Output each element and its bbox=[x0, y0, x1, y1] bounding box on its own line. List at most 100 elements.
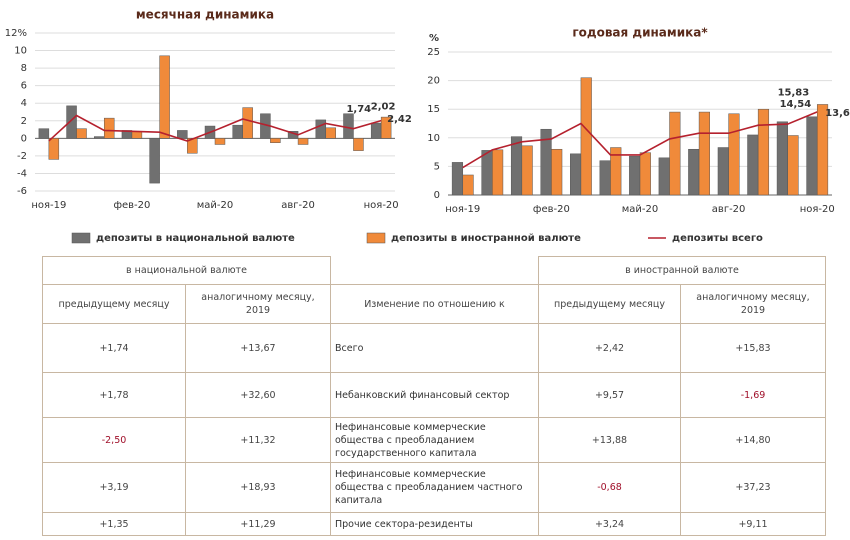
line bbox=[462, 111, 818, 169]
y-tick-label: 12% bbox=[5, 28, 27, 39]
bar bbox=[325, 127, 336, 139]
table-cell: +32,60 bbox=[185, 372, 331, 418]
bar bbox=[380, 116, 392, 139]
x-tick-label: май-20 bbox=[622, 204, 659, 215]
x-tick-label: ноя-20 bbox=[364, 200, 399, 211]
bar bbox=[242, 107, 253, 139]
table-cell: +9,11 bbox=[680, 512, 826, 536]
value-label: 15,83 bbox=[778, 87, 810, 98]
y-tick-label: 15 bbox=[427, 104, 440, 115]
y-tick-label: 6 bbox=[21, 81, 27, 92]
table-cell: -2,50 bbox=[42, 417, 186, 463]
x-tick-label: май-20 bbox=[197, 200, 234, 211]
y-tick-label: -6 bbox=[17, 186, 27, 197]
column-header: аналогичному месяцу, 2019 bbox=[680, 284, 826, 324]
y-tick-label: -2 bbox=[17, 151, 27, 162]
bar bbox=[688, 148, 700, 196]
y-axis-label: % bbox=[429, 33, 439, 44]
bar bbox=[66, 105, 77, 139]
table-row: +1,35 +11,29 Прочие сектора-резиденты +3,24… bbox=[42, 512, 826, 536]
table-cell bbox=[331, 257, 539, 285]
bar bbox=[551, 148, 563, 196]
table-row: в национальной валюте в иностранной валют… bbox=[42, 256, 826, 285]
bar bbox=[570, 153, 582, 196]
value-label: 1,74 bbox=[346, 104, 371, 115]
bar bbox=[639, 152, 651, 196]
table-cell: +11,32 bbox=[185, 417, 331, 463]
group-header: в национальной валюте bbox=[42, 256, 331, 285]
bar bbox=[76, 128, 87, 139]
column-header: Изменение по отношению к bbox=[330, 284, 539, 324]
bar bbox=[658, 157, 670, 196]
bar bbox=[462, 174, 474, 196]
bar bbox=[149, 138, 160, 184]
table-row: предыдущему месяцу аналогичному месяцу, 2… bbox=[42, 284, 826, 324]
table-cell: +2,42 bbox=[538, 323, 681, 373]
bar bbox=[669, 111, 681, 196]
value-label: 14,54 bbox=[780, 99, 812, 110]
table-cell: -0,68 bbox=[538, 462, 681, 513]
table-row: +3,19 +18,93 Нефинансовые коммерческие общ… bbox=[42, 462, 826, 513]
legend-label: депозиты в иностранной валюте bbox=[391, 233, 581, 244]
line bbox=[48, 114, 382, 142]
bar bbox=[492, 149, 504, 196]
bar bbox=[787, 135, 799, 196]
y-tick-label: 2 bbox=[21, 116, 27, 127]
table-row: +1,74 +13,67 Всего +2,42 +15,83 bbox=[42, 323, 826, 373]
table-cell: +1,74 bbox=[42, 323, 186, 373]
y-tick-label: -4 bbox=[17, 168, 27, 179]
bar bbox=[315, 119, 327, 139]
chart-title: годовая динамика* bbox=[572, 26, 708, 40]
y-tick-label: 0 bbox=[21, 133, 27, 144]
table-cell: +11,29 bbox=[185, 512, 331, 536]
column-header: предыдущему месяцу bbox=[42, 284, 186, 324]
bar bbox=[698, 111, 710, 196]
x-tick-label: фев-20 bbox=[113, 200, 150, 211]
bar bbox=[214, 138, 226, 145]
bar bbox=[510, 136, 523, 196]
table-cell: Нефинансовые коммерческие общества с пре… bbox=[330, 417, 539, 463]
y-tick-label: 10 bbox=[14, 46, 27, 57]
table-cell: +1,35 bbox=[42, 512, 186, 536]
bar bbox=[816, 104, 829, 196]
bar bbox=[629, 155, 641, 196]
y-tick-label: 20 bbox=[427, 76, 440, 87]
value-label: 2,02 bbox=[371, 102, 396, 113]
table-cell: -1,69 bbox=[680, 372, 826, 418]
table-cell: +13,67 bbox=[185, 323, 331, 373]
table-cell: Всего bbox=[330, 323, 539, 373]
bar bbox=[776, 121, 788, 196]
column-header: предыдущему месяцу bbox=[538, 284, 681, 324]
bar bbox=[728, 113, 740, 196]
bar bbox=[481, 150, 493, 196]
table-cell: +18,93 bbox=[185, 462, 331, 513]
x-tick-label: авг-20 bbox=[712, 204, 746, 215]
table-cell: Нефинансовые коммерческие общества с пре… bbox=[330, 462, 539, 513]
table-cell: Небанковский финансовый сектор bbox=[330, 372, 539, 418]
value-label: 2,42 bbox=[387, 114, 412, 125]
table-row: -2,50 +11,32 Нефинансовые коммерческие общ… bbox=[42, 417, 826, 463]
bar bbox=[610, 147, 622, 196]
x-tick-label: фев-20 bbox=[533, 204, 570, 215]
bar bbox=[717, 147, 729, 196]
legend-swatch bbox=[366, 232, 386, 244]
table-row: +1,78 +32,60 Небанковский финансовый секто… bbox=[42, 372, 826, 418]
bar bbox=[297, 138, 309, 145]
bar bbox=[159, 55, 170, 139]
legend-label: депозиты в национальной валюте bbox=[96, 233, 295, 244]
table-cell: +37,23 bbox=[680, 462, 826, 513]
table-cell: +9,57 bbox=[538, 372, 681, 418]
table-cell: +13,88 bbox=[538, 417, 681, 463]
bar bbox=[38, 128, 50, 139]
bar bbox=[270, 138, 281, 143]
table-cell: +14,80 bbox=[680, 417, 826, 463]
charts: месячная динамика -6 -4 -2 0 2 4 6 8 10 12% ноя-19 ф… bbox=[5, 8, 850, 245]
chart-title: месячная динамика bbox=[136, 8, 274, 22]
bar bbox=[94, 136, 105, 139]
bar bbox=[353, 138, 364, 151]
y-tick-label: 25 bbox=[427, 47, 440, 58]
column-header: аналогичному месяцу, 2019 bbox=[185, 284, 331, 324]
bar bbox=[451, 162, 464, 196]
data-table: в национальной валюте в иностранной валют… bbox=[42, 256, 826, 536]
bar bbox=[370, 122, 382, 139]
